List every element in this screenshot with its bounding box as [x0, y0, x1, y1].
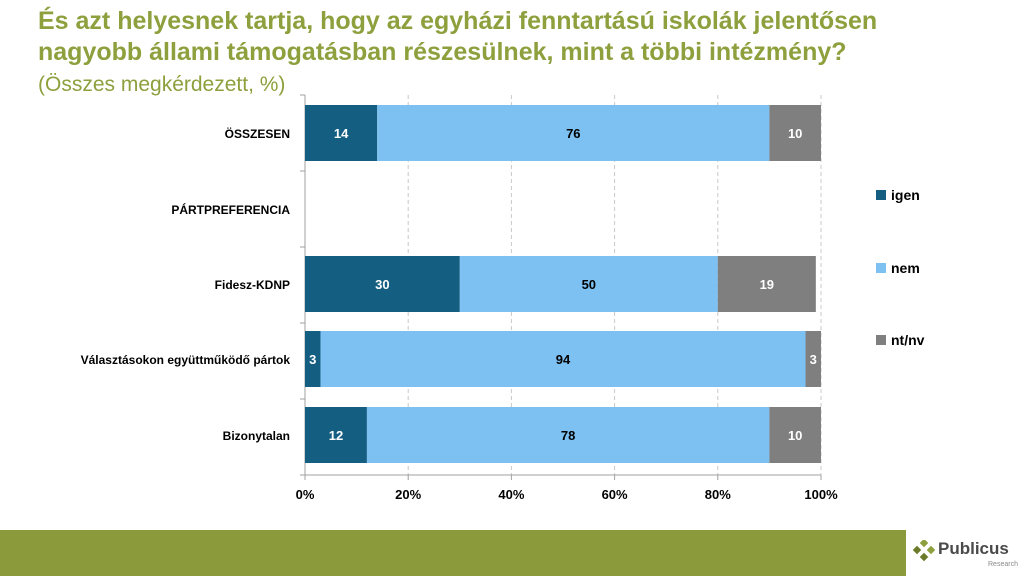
legend-label: nt/nv	[891, 332, 925, 348]
data-label: 10	[788, 428, 802, 443]
chart-subtitle: (Összes megkérdezett, %)	[38, 73, 286, 96]
category-label: PÁRTPREFERENCIA	[171, 202, 290, 217]
publicus-logo-icon	[912, 540, 936, 562]
legend-swatch	[876, 263, 886, 273]
footer-bar	[0, 530, 1024, 576]
brand-name: Publicus	[938, 539, 1009, 558]
bar-ntnv	[769, 407, 821, 463]
bar-igen	[305, 407, 367, 463]
data-label: 19	[760, 277, 774, 292]
legend-label: nem	[891, 260, 920, 276]
bar-ntnv	[805, 331, 821, 387]
title-line-1: És azt helyesnek tartja, hogy az egyházi…	[38, 7, 878, 35]
data-label: 30	[375, 277, 389, 292]
legend-swatch	[876, 335, 886, 345]
x-tick-label: 40%	[498, 487, 524, 502]
category-label: ÖSSZESEN	[225, 126, 290, 141]
x-tick-label: 20%	[395, 487, 421, 502]
stacked-bar-chart: 0% 20% 40% 60% 80% 100% ÖSSZESEN PÁRTPREFERENCI…	[81, 94, 925, 502]
brand-sub: Research	[988, 561, 1018, 568]
bar-ntnv	[769, 105, 821, 161]
data-label: 3	[309, 352, 316, 367]
category-label: Bizonytalan	[223, 429, 290, 443]
bar-nem	[320, 331, 806, 387]
data-label: 10	[788, 126, 802, 141]
x-tick-label: 0%	[296, 487, 315, 502]
category-label: Választásokon együttműködő pártok	[81, 353, 291, 367]
legend-label: igen	[891, 187, 920, 203]
chart-title: És azt helyesnek tartja, hogy az egyházi…	[38, 6, 998, 68]
data-label: 94	[556, 352, 571, 367]
data-label: 78	[561, 428, 575, 443]
x-tick-label: 100%	[804, 487, 838, 502]
category-label: Fidesz-KDNP	[215, 278, 290, 292]
data-label: 3	[810, 352, 817, 367]
data-label: 50	[582, 277, 596, 292]
publicus-logo: Publicus Research	[906, 530, 1024, 576]
bar-igen	[305, 256, 460, 312]
legend-swatch	[876, 190, 886, 200]
bar-nem	[459, 256, 718, 312]
bar-igen	[305, 331, 321, 387]
bar-ntnv	[717, 256, 816, 312]
bar-nem	[366, 407, 770, 463]
bar-igen	[305, 105, 378, 161]
title-line-2: nagyobb állami támogatásban részesülnek,…	[38, 38, 847, 66]
data-label: 14	[334, 126, 349, 141]
x-tick-label: 60%	[602, 487, 628, 502]
x-tick-label: 80%	[705, 487, 731, 502]
bar-nem	[377, 105, 770, 161]
data-label: 12	[329, 428, 343, 443]
data-label: 76	[566, 126, 580, 141]
